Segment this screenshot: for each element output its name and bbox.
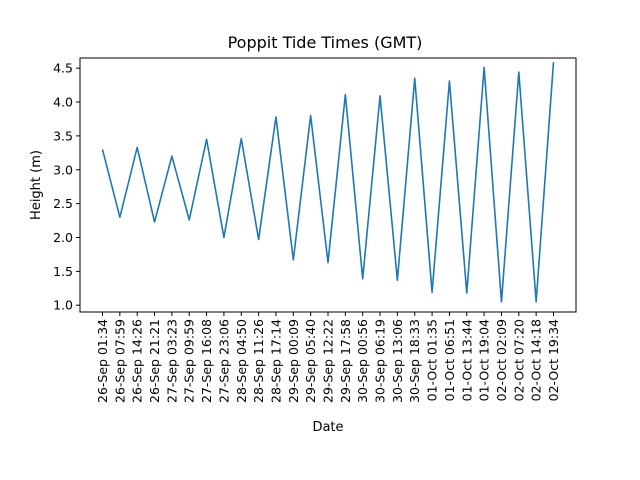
y-axis-label: Height (m): [29, 150, 44, 220]
x-tick-label: 27-Sep 03:23: [164, 319, 179, 403]
x-tick-label: 26-Sep 01:34: [95, 319, 110, 403]
x-tick-label: 26-Sep 21:21: [147, 319, 162, 403]
x-tick-label: 29-Sep 12:22: [321, 319, 336, 403]
x-tick-label: 29-Sep 17:58: [338, 319, 353, 403]
y-tick-label: 4.0: [53, 95, 73, 110]
plot-area: [79, 57, 577, 313]
y-tick-label: 1.5: [53, 264, 73, 279]
y-tick-label: 4.5: [53, 61, 73, 76]
x-tick-label: 01-Oct 06:51: [442, 319, 457, 401]
x-tick-label: 30-Sep 18:33: [407, 319, 422, 403]
x-tick-label: 26-Sep 14:26: [130, 319, 145, 403]
x-tick-label: 02-Oct 02:09: [494, 319, 509, 401]
x-tick-label: 29-Sep 05:40: [303, 319, 318, 403]
chart-title: Poppit Tide Times (GMT): [228, 33, 423, 52]
y-tick-label: 3.5: [53, 128, 73, 143]
x-tick-label: 01-Oct 01:35: [425, 319, 440, 401]
x-axis: 26-Sep 01:34 26-Sep 07:59 26-Sep 14:26 26-S…: [95, 312, 561, 403]
x-axis-label: Date: [312, 420, 343, 435]
x-tick-label: 01-Oct 13:44: [459, 319, 474, 401]
x-tick-label: 02-Oct 14:18: [529, 319, 544, 401]
x-tick-label: 30-Sep 00:56: [355, 319, 370, 403]
plot-frame: [79, 57, 577, 313]
x-tick-label: 28-Sep 17:14: [268, 319, 283, 403]
series-line: [101, 62, 555, 303]
x-tick-label: 28-Sep 11:26: [251, 319, 266, 403]
y-tick-label: 1.0: [53, 298, 73, 313]
x-tick-label: 27-Sep 23:06: [216, 319, 231, 403]
y-tick-label: 3.0: [53, 162, 73, 177]
y-tick-label: 2.0: [53, 230, 73, 245]
x-tick-label: 30-Sep 06:19: [373, 319, 388, 403]
y-axis: 1.0 1.5 2.0 2.5 3.0 3.5 4.0 4.5: [53, 61, 80, 313]
x-tick-label: 26-Sep 07:59: [112, 319, 127, 403]
x-tick-label: 28-Sep 04:50: [234, 319, 249, 403]
x-tick-label: 27-Sep 16:08: [199, 319, 214, 403]
x-tick-label: 02-Oct 19:34: [546, 319, 561, 401]
x-tick-label: 30-Sep 13:06: [390, 319, 405, 403]
y-tick-label: 2.5: [53, 196, 73, 211]
x-tick-label: 27-Sep 09:59: [182, 319, 197, 403]
x-tick-label: 01-Oct 19:04: [477, 319, 492, 401]
x-tick-label: 02-Oct 07:20: [511, 319, 526, 401]
x-tick-label: 29-Sep 00:09: [286, 319, 301, 403]
